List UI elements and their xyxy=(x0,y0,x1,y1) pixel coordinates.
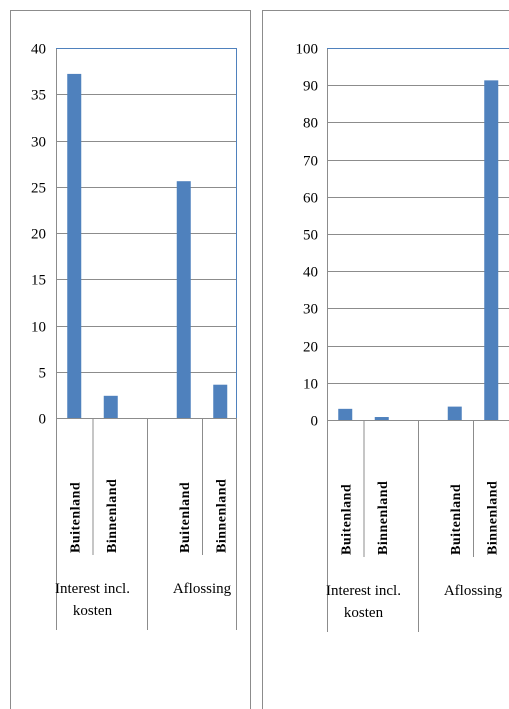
chart-1: 0 5 10 15 20 25 30 35 40 Buitenland Binnenland Buit… xyxy=(31,42,237,630)
category-label: Binnenland xyxy=(485,481,500,555)
y-tick-label: 0 xyxy=(39,412,47,428)
y-tick-label: 40 xyxy=(31,42,46,58)
y-tick-label: 40 xyxy=(303,265,318,281)
category-label: Buitenland xyxy=(68,482,83,553)
group-label: Aflossing xyxy=(444,583,503,599)
y-tick-label: 60 xyxy=(303,191,318,207)
bar xyxy=(103,395,118,418)
chart-1-frame xyxy=(10,10,251,709)
category-label: Binnenland xyxy=(105,479,120,553)
group-label: kosten xyxy=(344,605,384,621)
y-tick-label: 20 xyxy=(31,227,46,243)
group-label: Interest incl. xyxy=(55,581,130,597)
group-label: Interest incl. xyxy=(326,583,401,599)
bar xyxy=(338,408,353,420)
y-tick-label: 10 xyxy=(303,377,318,393)
y-tick-label: 25 xyxy=(31,181,46,197)
chart-2-frame xyxy=(262,10,509,709)
bar xyxy=(447,406,462,420)
bar xyxy=(484,80,499,420)
y-tick-label: 15 xyxy=(31,273,46,289)
y-tick-label: 5 xyxy=(39,366,47,382)
category-label: Binnenland xyxy=(214,479,229,553)
y-tick-label: 80 xyxy=(303,116,318,132)
category-label: Buitenland xyxy=(339,484,354,555)
chart-2: 0 10 20 30 40 50 60 70 80 90 100 Buitenland Binnenla… xyxy=(296,42,509,632)
category-label: Binnenland xyxy=(376,481,391,555)
y-tick-label: 20 xyxy=(303,340,318,356)
bar xyxy=(374,417,389,420)
y-tick-label: 70 xyxy=(303,154,318,170)
bar xyxy=(213,384,228,418)
y-tick-label: 35 xyxy=(31,88,46,104)
bar xyxy=(67,73,82,419)
y-tick-label: 30 xyxy=(303,302,318,318)
y-tick-label: 90 xyxy=(303,79,318,95)
category-label: Buitenland xyxy=(449,484,464,555)
y-tick-label: 10 xyxy=(31,320,46,336)
group-label: Aflossing xyxy=(173,581,232,597)
group-label: kosten xyxy=(73,603,113,619)
category-label: Buitenland xyxy=(178,482,193,553)
y-tick-label: 0 xyxy=(311,414,319,430)
y-tick-label: 50 xyxy=(303,228,318,244)
bar xyxy=(176,181,191,418)
y-tick-label: 30 xyxy=(31,135,46,151)
y-tick-label: 100 xyxy=(296,42,319,58)
